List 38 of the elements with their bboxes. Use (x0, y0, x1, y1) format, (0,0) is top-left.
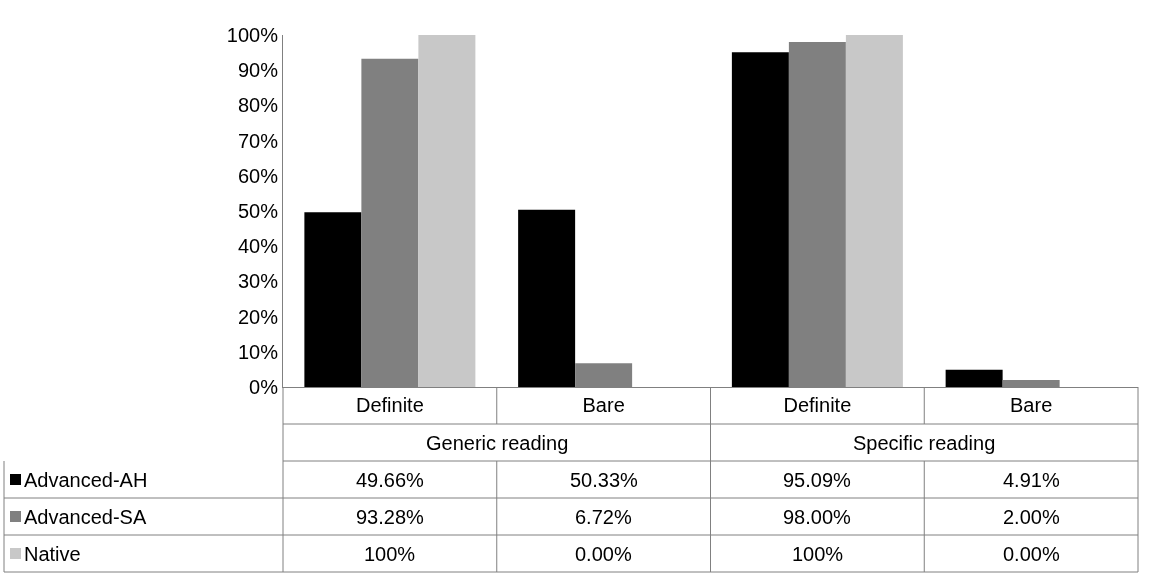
x-tick-label: Bare (582, 394, 625, 416)
bar (945, 369, 1003, 387)
y-tick-label: 40% (237, 235, 279, 258)
y-tick-label: 50% (237, 200, 279, 222)
data-label: 98.00% (783, 506, 852, 528)
data-label: 100% (364, 543, 416, 565)
y-tick-label: 90% (237, 59, 279, 82)
data-label: 4.91% (1003, 469, 1060, 491)
y-tick-label: 30% (237, 270, 279, 293)
legend-label: Advanced-AH (24, 469, 148, 491)
bar (731, 52, 789, 387)
legend-label: Advanced-SA (24, 506, 147, 528)
x-tick-label: Definite (355, 394, 424, 416)
y-tick-label: 0% (249, 376, 279, 398)
data-label: 93.28% (356, 506, 425, 528)
bar (418, 35, 476, 387)
y-tick-label: 20% (237, 305, 279, 328)
data-label: 0.00% (1003, 543, 1060, 565)
data-label: 0.00% (575, 543, 632, 565)
data-label: 50.33% (570, 469, 639, 491)
y-tick-label: 100% (226, 24, 279, 46)
legend-label: Native (24, 543, 81, 565)
bar (304, 212, 362, 387)
y-tick-label: 10% (237, 340, 279, 363)
bar (518, 209, 576, 387)
x-tick-label: Definite (783, 394, 852, 416)
x-tick-label: Bare (1010, 394, 1053, 416)
data-label: 49.66% (356, 469, 425, 491)
y-tick-label: 70% (237, 129, 279, 152)
data-label: 100% (792, 543, 844, 565)
bar (845, 35, 903, 387)
text: Specific reading (853, 432, 996, 454)
data-label: 2.00% (1003, 506, 1060, 528)
y-tick-label: 80% (237, 94, 279, 117)
data-label: 6.72% (575, 506, 632, 528)
data-label: 95.09% (783, 469, 852, 491)
y-tick-label: 60% (237, 164, 279, 187)
text: Generic reading (426, 432, 569, 454)
